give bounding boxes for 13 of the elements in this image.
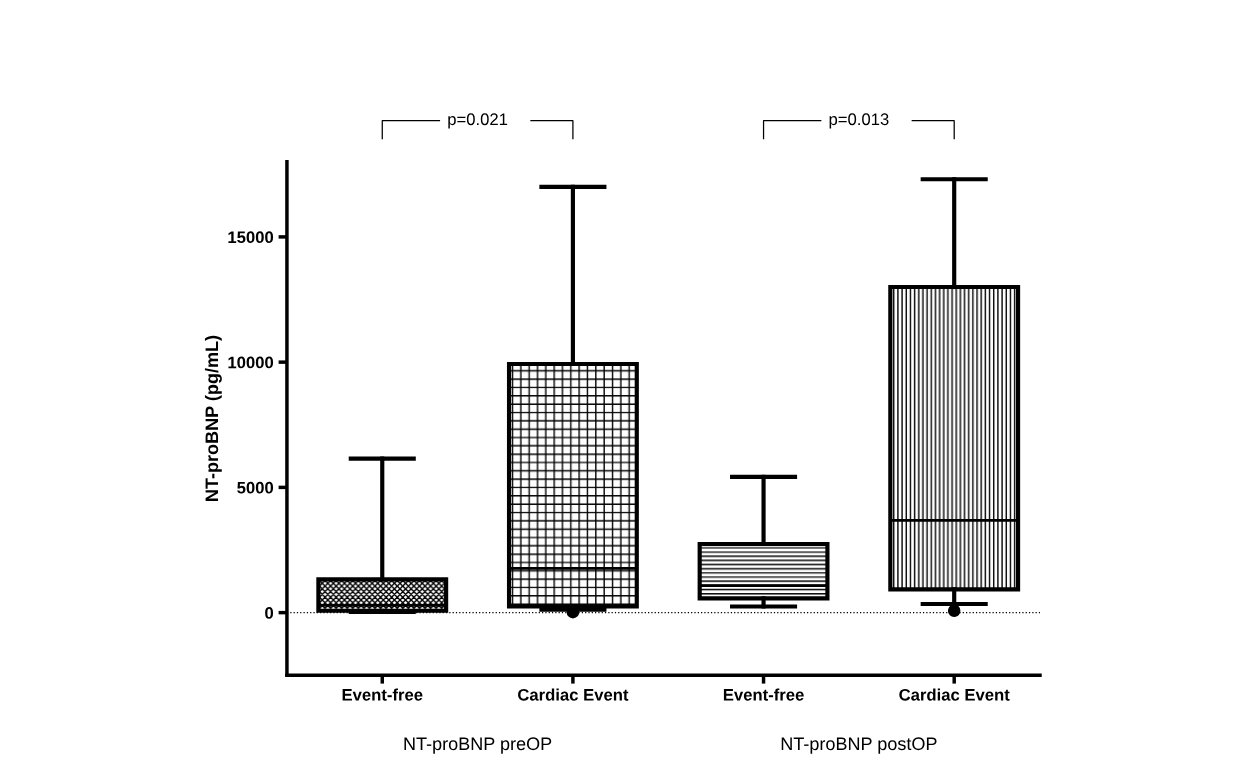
- y-tick-label: 10000: [228, 356, 274, 369]
- y-tick-label: 5000: [237, 481, 274, 494]
- y-tick-label: 15000: [228, 231, 274, 244]
- text: p=0.013: [829, 113, 889, 129]
- x-tick-label: Cardiac Event: [899, 688, 1010, 701]
- y-axis-title: NT-proBNP (pg/mL): [204, 335, 222, 501]
- x-tick-label: Event-free: [342, 688, 423, 701]
- text: p=0.021: [448, 113, 508, 129]
- x-tick-label: Cardiac Event: [518, 688, 629, 701]
- x-tick-label: Event-free: [723, 688, 804, 701]
- text: NT-proBNP postOP: [781, 737, 937, 754]
- text: NT-proBNP preOP: [404, 737, 552, 754]
- y-tick-label: 0: [265, 607, 274, 619]
